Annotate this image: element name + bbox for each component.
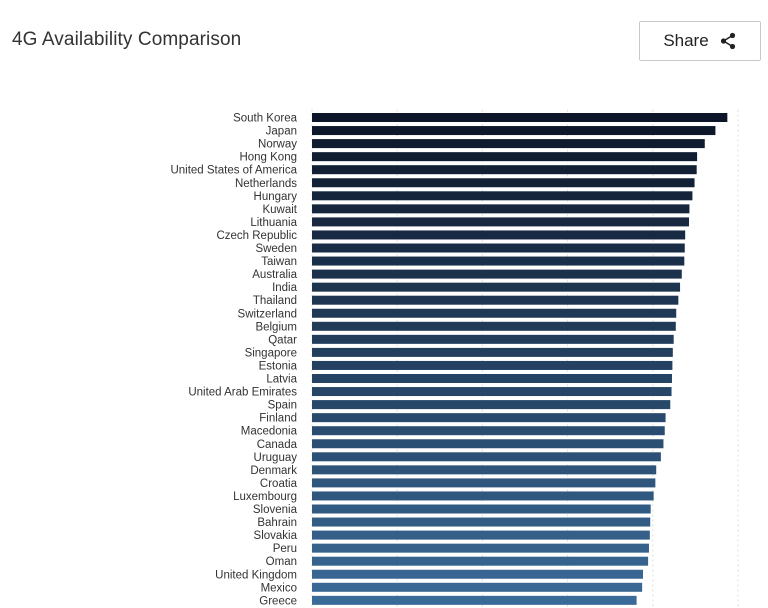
category-label: Hungary: [254, 191, 298, 203]
bar-india[interactable]: [312, 282, 681, 292]
bar-peru[interactable]: [312, 543, 649, 553]
category-label: Czech Republic: [216, 230, 297, 242]
bar-japan[interactable]: [312, 126, 716, 136]
category-label: Denmark: [250, 465, 297, 477]
bar-mexico[interactable]: [312, 582, 643, 592]
category-label: Netherlands: [235, 178, 297, 190]
category-label: Taiwan: [261, 256, 297, 268]
category-label: Hong Kong: [239, 152, 297, 164]
bar-denmark[interactable]: [312, 465, 657, 475]
category-label: Croatia: [260, 478, 298, 490]
bar-luxembourg[interactable]: [312, 491, 654, 501]
category-label: Peru: [273, 543, 297, 555]
bar-netherlands[interactable]: [312, 178, 695, 188]
category-label: United Arab Emirates: [188, 387, 297, 399]
category-label: Bahrain: [257, 517, 297, 529]
category-label: Estonia: [259, 360, 298, 372]
bar-lithuania[interactable]: [312, 217, 690, 227]
category-label: South Korea: [233, 113, 298, 125]
page-title: 4G Availability Comparison: [12, 29, 242, 50]
category-label: India: [272, 282, 298, 294]
category-label: Lithuania: [250, 217, 297, 229]
bar-canada[interactable]: [312, 439, 664, 449]
category-label: Sweden: [255, 243, 297, 255]
category-label: Finland: [259, 413, 297, 425]
bar-united-states-of-america[interactable]: [312, 165, 697, 175]
category-label: Mexico: [261, 582, 297, 594]
category-label: Luxembourg: [233, 491, 297, 503]
bar-czech-republic[interactable]: [312, 230, 686, 240]
share-button-label: Share: [663, 31, 709, 50]
share-button[interactable]: Share: [639, 21, 761, 61]
category-label: Oman: [266, 556, 297, 568]
bar-united-kingdom[interactable]: [312, 569, 643, 579]
bar-hungary[interactable]: [312, 191, 693, 201]
category-label: Uruguay: [254, 452, 298, 464]
category-label: Australia: [252, 269, 297, 281]
bar-norway[interactable]: [312, 139, 705, 149]
category-label: Qatar: [268, 334, 297, 346]
bar-slovakia[interactable]: [312, 530, 650, 540]
category-label: Switzerland: [238, 308, 297, 320]
bar-sweden[interactable]: [312, 243, 685, 253]
bar-taiwan[interactable]: [312, 256, 685, 266]
bar-oman[interactable]: [312, 556, 649, 566]
bar-croatia[interactable]: [312, 478, 656, 488]
category-label: Spain: [268, 400, 297, 412]
bar-spain[interactable]: [312, 400, 671, 410]
bar-estonia[interactable]: [312, 360, 673, 370]
category-label: Greece: [259, 595, 297, 607]
category-label: Slovenia: [253, 504, 298, 516]
bar-singapore[interactable]: [312, 347, 673, 357]
bar-greece[interactable]: [312, 595, 637, 605]
category-label: Norway: [258, 139, 297, 151]
bar-latvia[interactable]: [312, 374, 672, 383]
bar-finland[interactable]: [312, 413, 666, 423]
bar-slovenia[interactable]: [312, 504, 651, 514]
category-label: United States of America: [170, 165, 297, 177]
bar-hong-kong[interactable]: [312, 152, 698, 162]
category-label: Kuwait: [262, 204, 297, 216]
category-label: Japan: [266, 126, 297, 138]
share-icon: [719, 32, 737, 50]
bar-macedonia[interactable]: [312, 426, 665, 436]
category-label: Canada: [257, 439, 298, 451]
category-label: Latvia: [266, 374, 297, 386]
bar-belgium[interactable]: [312, 321, 676, 331]
bar-australia[interactable]: [312, 269, 682, 279]
category-label: Macedonia: [241, 426, 298, 438]
bar-uruguay[interactable]: [312, 452, 661, 462]
category-label: Slovakia: [254, 530, 298, 542]
category-label: Singapore: [245, 347, 297, 359]
bar-kuwait[interactable]: [312, 204, 690, 214]
category-label: United Kingdom: [215, 569, 297, 581]
bar-bahrain[interactable]: [312, 517, 651, 527]
bar-united-arab-emirates[interactable]: [312, 387, 672, 397]
bar-qatar[interactable]: [312, 334, 674, 344]
bar-switzerland[interactable]: [312, 308, 677, 318]
category-label: Thailand: [253, 295, 297, 307]
bar-thailand[interactable]: [312, 295, 679, 305]
category-label: Belgium: [255, 321, 297, 333]
bar-south-korea[interactable]: [312, 113, 728, 122]
